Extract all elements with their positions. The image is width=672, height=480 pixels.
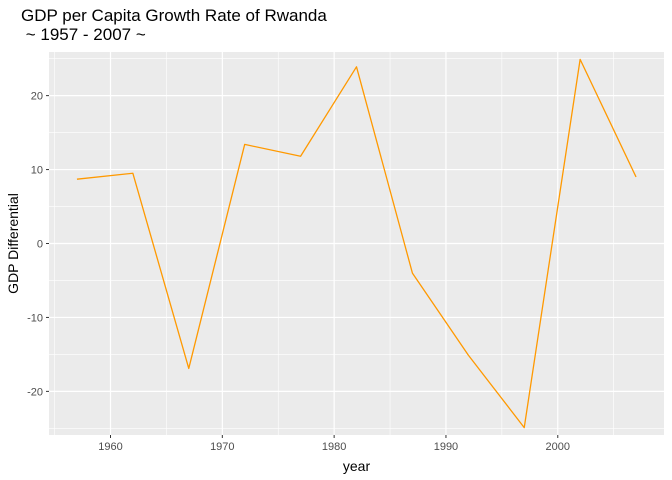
x-axis-title: year [343,458,371,474]
y-axis-ticks: -20 -10 0 10 20 [27,91,49,398]
y-axis-title: GDP Differential [5,193,21,294]
y-tick-label: 20 [31,91,43,103]
x-tick-label: 1990 [434,441,458,453]
x-axis-ticks: 1960 1970 1980 1990 2000 [98,435,570,453]
x-tick-label: 1960 [98,441,122,453]
x-tick-label: 1970 [210,441,234,453]
series-line [76,58,637,429]
major-gridlines [49,52,664,435]
y-tick-label: -10 [27,312,43,324]
x-tick-label: 2000 [546,441,570,453]
x-tick-label: 1980 [322,441,346,453]
chart-title: GDP per Capita Growth Rate of Rwanda [21,6,327,25]
series-group [76,58,637,429]
chart-subtitle: ~ 1957 - 2007 ~ [21,25,146,44]
y-tick-label: 10 [31,165,43,177]
y-tick-label: 0 [37,239,43,251]
y-tick-label: -20 [27,386,43,398]
